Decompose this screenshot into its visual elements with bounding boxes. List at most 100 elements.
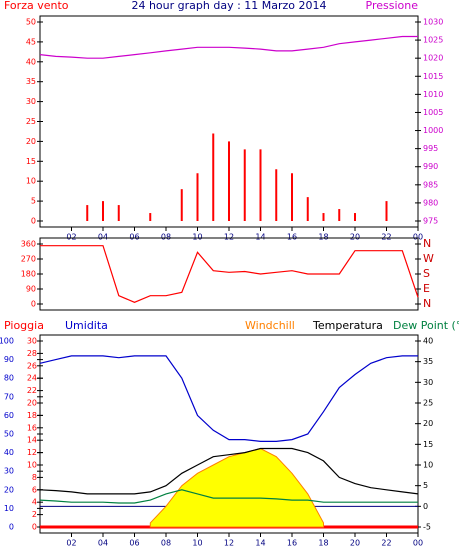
x-tick-label: 08 [161, 539, 171, 548]
x-tick-label: 04 [98, 233, 108, 242]
x-tick-label: 20 [350, 539, 360, 548]
y-tick-label: 24 [27, 374, 37, 383]
y-tick-label: 180 [21, 270, 36, 279]
y-tick-label: 1025 [423, 36, 443, 45]
y-tick-label: 20 [4, 485, 14, 494]
y-tick-label: 1000 [423, 126, 443, 135]
x-tick-label: 16 [287, 233, 297, 242]
y-tick-label: 60 [4, 411, 14, 420]
y-tick-label: 12 [27, 448, 37, 457]
y-tick-label: 40 [423, 337, 433, 346]
y-tick-label: N [423, 237, 431, 250]
legend-label: Umidita [65, 319, 108, 332]
chart-title: 24 hour graph day : 11 Marzo 2014 [131, 0, 326, 12]
y-tick-label: 100 [0, 337, 14, 346]
y-tick-label: S [423, 267, 430, 280]
y-tick-label: 26 [27, 361, 37, 370]
y-tick-label: N [423, 297, 431, 310]
y-tick-label: 0 [9, 523, 14, 532]
x-tick-label: 02 [66, 539, 76, 548]
y-tick-label: 1005 [423, 108, 443, 117]
y-tick-label: 70 [4, 392, 14, 401]
y-tick-label: 30 [4, 467, 14, 476]
y-tick-label: 35 [26, 77, 36, 86]
x-tick-label: 18 [318, 539, 328, 548]
y-tick-label: 15 [26, 157, 36, 166]
y-tick-label: 20 [26, 137, 36, 146]
y-tick-label: 0 [31, 217, 36, 226]
y-tick-label: 18 [27, 411, 37, 420]
y-tick-label: 5 [423, 481, 428, 490]
y-tick-label: 1020 [423, 54, 443, 63]
y-tick-label: 360 [21, 240, 36, 249]
y-tick-label: 35 [423, 357, 433, 366]
y-tick-label: 30 [27, 337, 37, 346]
y-tick-label: W [423, 252, 434, 265]
x-tick-label: 16 [287, 539, 297, 548]
x-tick-label: 10 [192, 539, 202, 548]
x-tick-label: 02 [66, 233, 76, 242]
y-tick-label: E [423, 282, 430, 295]
y-tick-label: 50 [4, 430, 14, 439]
legend-label: Temperatura [312, 319, 383, 332]
y-tick-label: 45 [26, 37, 36, 46]
y-tick-label: 5 [31, 197, 36, 206]
x-tick-label: 22 [381, 233, 391, 242]
y-tick-label: 0 [32, 523, 37, 532]
x-tick-label: 14 [255, 233, 265, 242]
y-tick-label: 22 [27, 386, 37, 395]
x-tick-label: 12 [224, 233, 234, 242]
y-tick-label: 14 [27, 436, 37, 445]
line [39, 35, 418, 59]
y-tick-label: 30 [423, 378, 433, 387]
line [39, 355, 418, 442]
x-tick-label: 00 [413, 233, 423, 242]
x-tick-label: 20 [350, 233, 360, 242]
line [40, 245, 419, 303]
y-tick-label: -5 [423, 523, 431, 532]
y-tick-label: 16 [27, 423, 37, 432]
x-tick-label: 08 [161, 233, 171, 242]
y-tick-label: 30 [26, 97, 36, 106]
legend-label: Pioggia [4, 319, 44, 332]
y-tick-label: 0 [423, 502, 428, 511]
y-tick-label: 28 [27, 349, 37, 358]
x-tick-label: 00 [413, 539, 423, 548]
x-tick-label: 06 [129, 539, 139, 548]
x-tick-label: 12 [224, 539, 234, 548]
y-tick-label: 80 [4, 374, 14, 383]
y-tick-label: 4 [32, 498, 37, 507]
y-tick-label: 995 [423, 144, 438, 153]
y-tick-label: 0 [31, 300, 36, 309]
x-tick-label: 04 [98, 539, 108, 548]
y-tick-label: 40 [4, 448, 14, 457]
y-tick-label: 20 [423, 419, 433, 428]
y-tick-label: 10 [27, 461, 37, 470]
x-tick-label: 18 [318, 233, 328, 242]
legend-label: Windchill [245, 319, 295, 332]
x-tick-label: 14 [255, 539, 265, 548]
legend-label: Forza vento [4, 0, 69, 12]
plot-frame [39, 237, 419, 311]
x-tick-label: 10 [192, 233, 202, 242]
y-tick-label: 15 [423, 440, 433, 449]
y-tick-label: 90 [4, 355, 14, 364]
area [149, 447, 324, 528]
y-tick-label: 10 [4, 504, 14, 513]
y-tick-label: 10 [26, 177, 36, 186]
line [39, 447, 419, 495]
y-tick-label: 1030 [423, 18, 443, 27]
y-tick-label: 10 [423, 461, 433, 470]
y-tick-label: 975 [423, 217, 438, 226]
y-tick-label: 8 [32, 473, 37, 482]
legend-label: Pressione [366, 0, 419, 12]
line [39, 489, 418, 504]
y-tick-label: 50 [26, 18, 36, 27]
y-tick-label: 25 [423, 399, 433, 408]
y-tick-label: 985 [423, 180, 438, 189]
y-tick-label: 1015 [423, 72, 443, 81]
x-tick-label: 22 [381, 539, 391, 548]
legend-label: Dew Point (°C [393, 319, 459, 332]
x-tick-label: 06 [129, 233, 139, 242]
